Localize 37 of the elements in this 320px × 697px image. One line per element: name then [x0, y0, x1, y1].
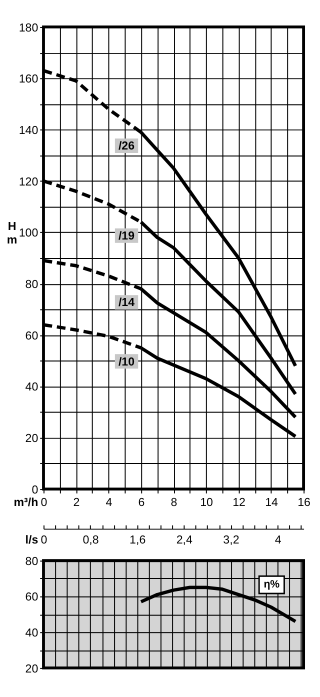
x-tick-label: 1,6 [130, 534, 146, 547]
y-tick-label: 20 [25, 662, 38, 676]
x-tick-label: 16 [298, 496, 310, 509]
y-tick-label: 160 [18, 72, 38, 86]
y-tick-label: 60 [25, 329, 38, 342]
x-tick-label: 2,4 [176, 534, 194, 547]
x-tick-label: 0 [40, 496, 48, 509]
y-tick-label: 60 [25, 590, 38, 604]
y-tick-label: 0 [32, 483, 38, 496]
series-label: /14 [118, 296, 136, 310]
x-tick-label: 0 [40, 534, 48, 547]
x-tick-label: 10 [200, 496, 213, 509]
x-tick-label: 6 [138, 496, 145, 509]
x-tick-label: 4 [106, 496, 113, 509]
x-tick-label: 8 [170, 496, 178, 509]
y-tick-label: 100 [18, 226, 38, 240]
x-tick-label: 12 [232, 496, 246, 509]
y-tick-label: 40 [25, 626, 38, 640]
y-axis-title: H m [6, 220, 18, 247]
series-label: /19 [118, 229, 136, 242]
x-tick-label: 3,2 [223, 534, 240, 547]
x-axis-title: m³/h [14, 496, 38, 509]
series-label: /10 [118, 355, 135, 368]
x-tick-label: 2 [73, 496, 80, 509]
y-tick-label: 40 [25, 380, 38, 394]
y-tick-label: 80 [25, 554, 38, 568]
x-tick-label: 0,8 [82, 534, 99, 547]
annotation: η% [264, 578, 280, 591]
y-tick-label: 180 [18, 21, 38, 34]
y-tick-label: 20 [25, 432, 38, 446]
x-tick-label: 14 [265, 496, 279, 509]
y-tick-label: 140 [18, 124, 38, 138]
x-tick-label: 4 [274, 534, 282, 547]
series-label: /26 [118, 140, 136, 153]
y-tick-label: 120 [18, 175, 38, 188]
y-tick-label: 80 [25, 278, 38, 292]
x-axis-title: l/s [25, 534, 38, 547]
